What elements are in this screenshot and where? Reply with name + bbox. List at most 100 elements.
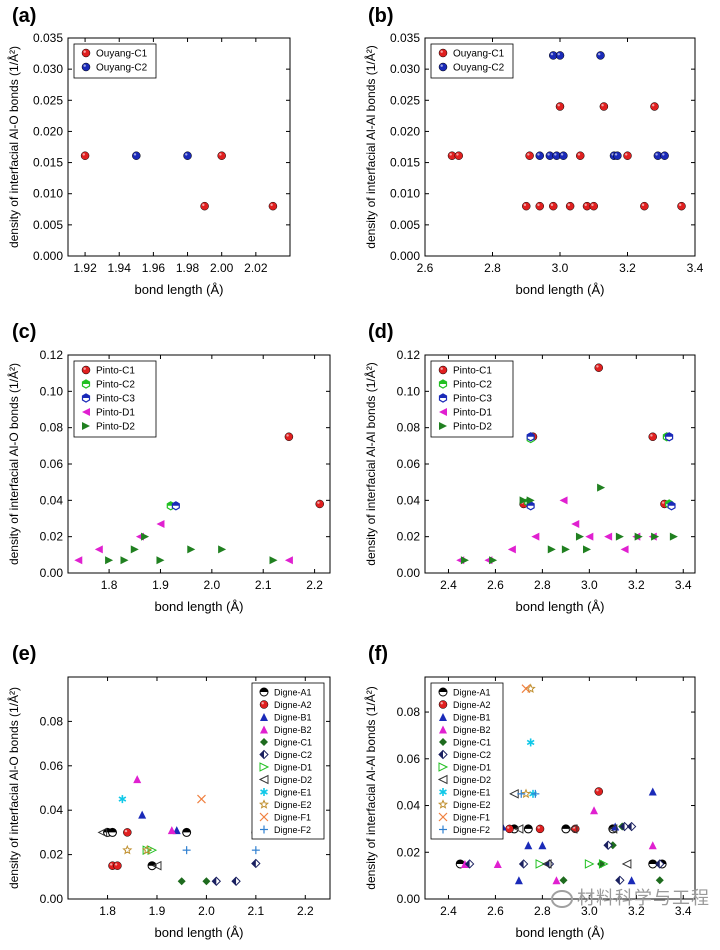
x-tick-label: 1.98 — [176, 261, 200, 275]
legend-item: Digne-A1 — [259, 687, 312, 698]
series-Pinto-C1 — [284, 432, 324, 509]
y-tick-label: 0.010 — [390, 187, 420, 201]
legend-item: Pinto-C1 — [438, 366, 492, 377]
y-tick-label: 0.02 — [40, 530, 64, 544]
legend-label: Pinto-C1 — [96, 366, 135, 377]
series-Pinto-D2 — [460, 483, 678, 565]
y-tick-label: 0.10 — [40, 384, 64, 398]
series-Digne-E2 — [122, 844, 153, 855]
data-point — [552, 151, 561, 160]
legend-label: Digne-F2 — [453, 825, 490, 835]
x-tick-label: 1.96 — [142, 261, 166, 275]
legend-label: Digne-A2 — [274, 700, 312, 710]
data-point — [567, 824, 578, 834]
data-point — [655, 876, 664, 885]
data-point — [526, 496, 535, 505]
legend: Ouyang-C1 Ouyang-C2 — [430, 43, 514, 79]
data-point — [555, 51, 565, 60]
legend-label: Digne-D1 — [453, 763, 491, 773]
legend-label: Digne-C1 — [453, 738, 491, 748]
legend-marker — [258, 774, 269, 785]
data-point — [667, 501, 676, 511]
legend-item: Digne-B1 — [260, 713, 312, 723]
data-point — [525, 151, 534, 160]
data-point — [626, 821, 637, 832]
data-point — [594, 787, 603, 796]
panel-c: (c) 1.8 1.9 2.0 2.1 2.2 0.00 0.02 0.04 0.06 0.08 0.… — [6, 321, 331, 614]
legend-item: Ouyang-C1 — [81, 49, 148, 60]
data-point — [603, 840, 613, 850]
panel-e: (e) 1.8 1.9 2.0 2.1 2.2 0.00 0.02 0.04 0.06 0.08 bo… — [6, 643, 331, 940]
legend-item: Digne-F2 — [439, 825, 490, 835]
series-Digne-B1 — [498, 787, 657, 885]
panel-label: (c) — [12, 321, 36, 343]
data-point — [122, 844, 133, 855]
legend-label: Pinto-C2 — [96, 380, 135, 391]
legend-label: Digne-F2 — [274, 825, 311, 835]
y-tick-label: 0.08 — [40, 714, 64, 728]
data-point — [211, 876, 222, 886]
data-point — [571, 519, 580, 528]
data-point — [171, 501, 180, 511]
data-point — [660, 151, 669, 160]
data-point — [655, 859, 665, 869]
y-tick-label: 0.035 — [390, 31, 420, 45]
legend-label: Digne-D2 — [453, 775, 491, 785]
x-tick-label: 3.4 — [687, 261, 704, 275]
data-point — [493, 859, 502, 868]
legend-marker — [438, 762, 449, 772]
legend-label: Digne-A1 — [274, 688, 312, 698]
data-point — [526, 432, 535, 442]
data-point — [589, 201, 598, 211]
x-axis-label: bond length (Å) — [155, 925, 244, 940]
legend: Ouyang-C1 Ouyang-C2 — [73, 43, 157, 79]
data-point — [518, 859, 529, 869]
series-Pinto-C3 — [171, 501, 180, 511]
y-tick-label: 0.015 — [33, 156, 63, 170]
y-tick-label: 0.010 — [33, 187, 63, 201]
data-point — [559, 151, 568, 160]
data-point — [513, 824, 524, 834]
x-tick-label: 1.92 — [73, 261, 97, 275]
data-point — [531, 532, 540, 541]
legend-label: Pinto-D1 — [453, 408, 492, 419]
x-axis-label: bond length (Å) — [516, 599, 605, 614]
legend-item: Digne-A2 — [259, 700, 312, 710]
data-point — [138, 810, 147, 819]
legend-label: Pinto-C3 — [453, 394, 492, 405]
data-point — [650, 102, 659, 111]
y-tick-label: 0.04 — [40, 493, 64, 507]
data-point — [535, 859, 546, 869]
legend-marker — [438, 62, 448, 72]
y-tick-label: 0.005 — [33, 218, 63, 232]
data-point — [460, 556, 469, 565]
legend-marker — [438, 393, 448, 403]
legend-marker — [439, 713, 447, 721]
data-point — [561, 545, 570, 554]
y-tick-label: 0.08 — [397, 421, 421, 435]
y-axis-label: density of interfacial Al-Al bonds (1/Å²… — [363, 362, 378, 565]
data-point — [251, 846, 260, 855]
legend-label: Ouyang-C2 — [96, 63, 148, 74]
y-tick-label: 0.00 — [397, 566, 421, 580]
legend-marker — [82, 408, 90, 416]
legend-label: Digne-E1 — [274, 788, 312, 798]
x-tick-label: 1.9 — [152, 578, 169, 592]
y-axis-label: density of interfacial Al-O bonds (1/Å²) — [6, 46, 21, 248]
data-point — [284, 556, 293, 565]
x-tick-label: 3.2 — [619, 261, 636, 275]
data-point — [621, 859, 632, 869]
legend-item: Digne-B2 — [439, 725, 491, 735]
legend-label: Pinto-D1 — [96, 408, 135, 419]
data-point — [202, 877, 211, 886]
legend-item: Pinto-D2 — [439, 422, 492, 433]
series-Digne-F2 — [517, 789, 540, 798]
data-point — [521, 684, 531, 694]
legend-label: Digne-E2 — [453, 800, 491, 810]
data-point — [284, 432, 294, 441]
data-point — [669, 532, 678, 541]
data-point — [549, 201, 558, 211]
legend-item: Digne-F1 — [438, 813, 490, 823]
y-tick-label: 0.06 — [40, 457, 64, 471]
series-Digne-F2 — [182, 846, 260, 855]
